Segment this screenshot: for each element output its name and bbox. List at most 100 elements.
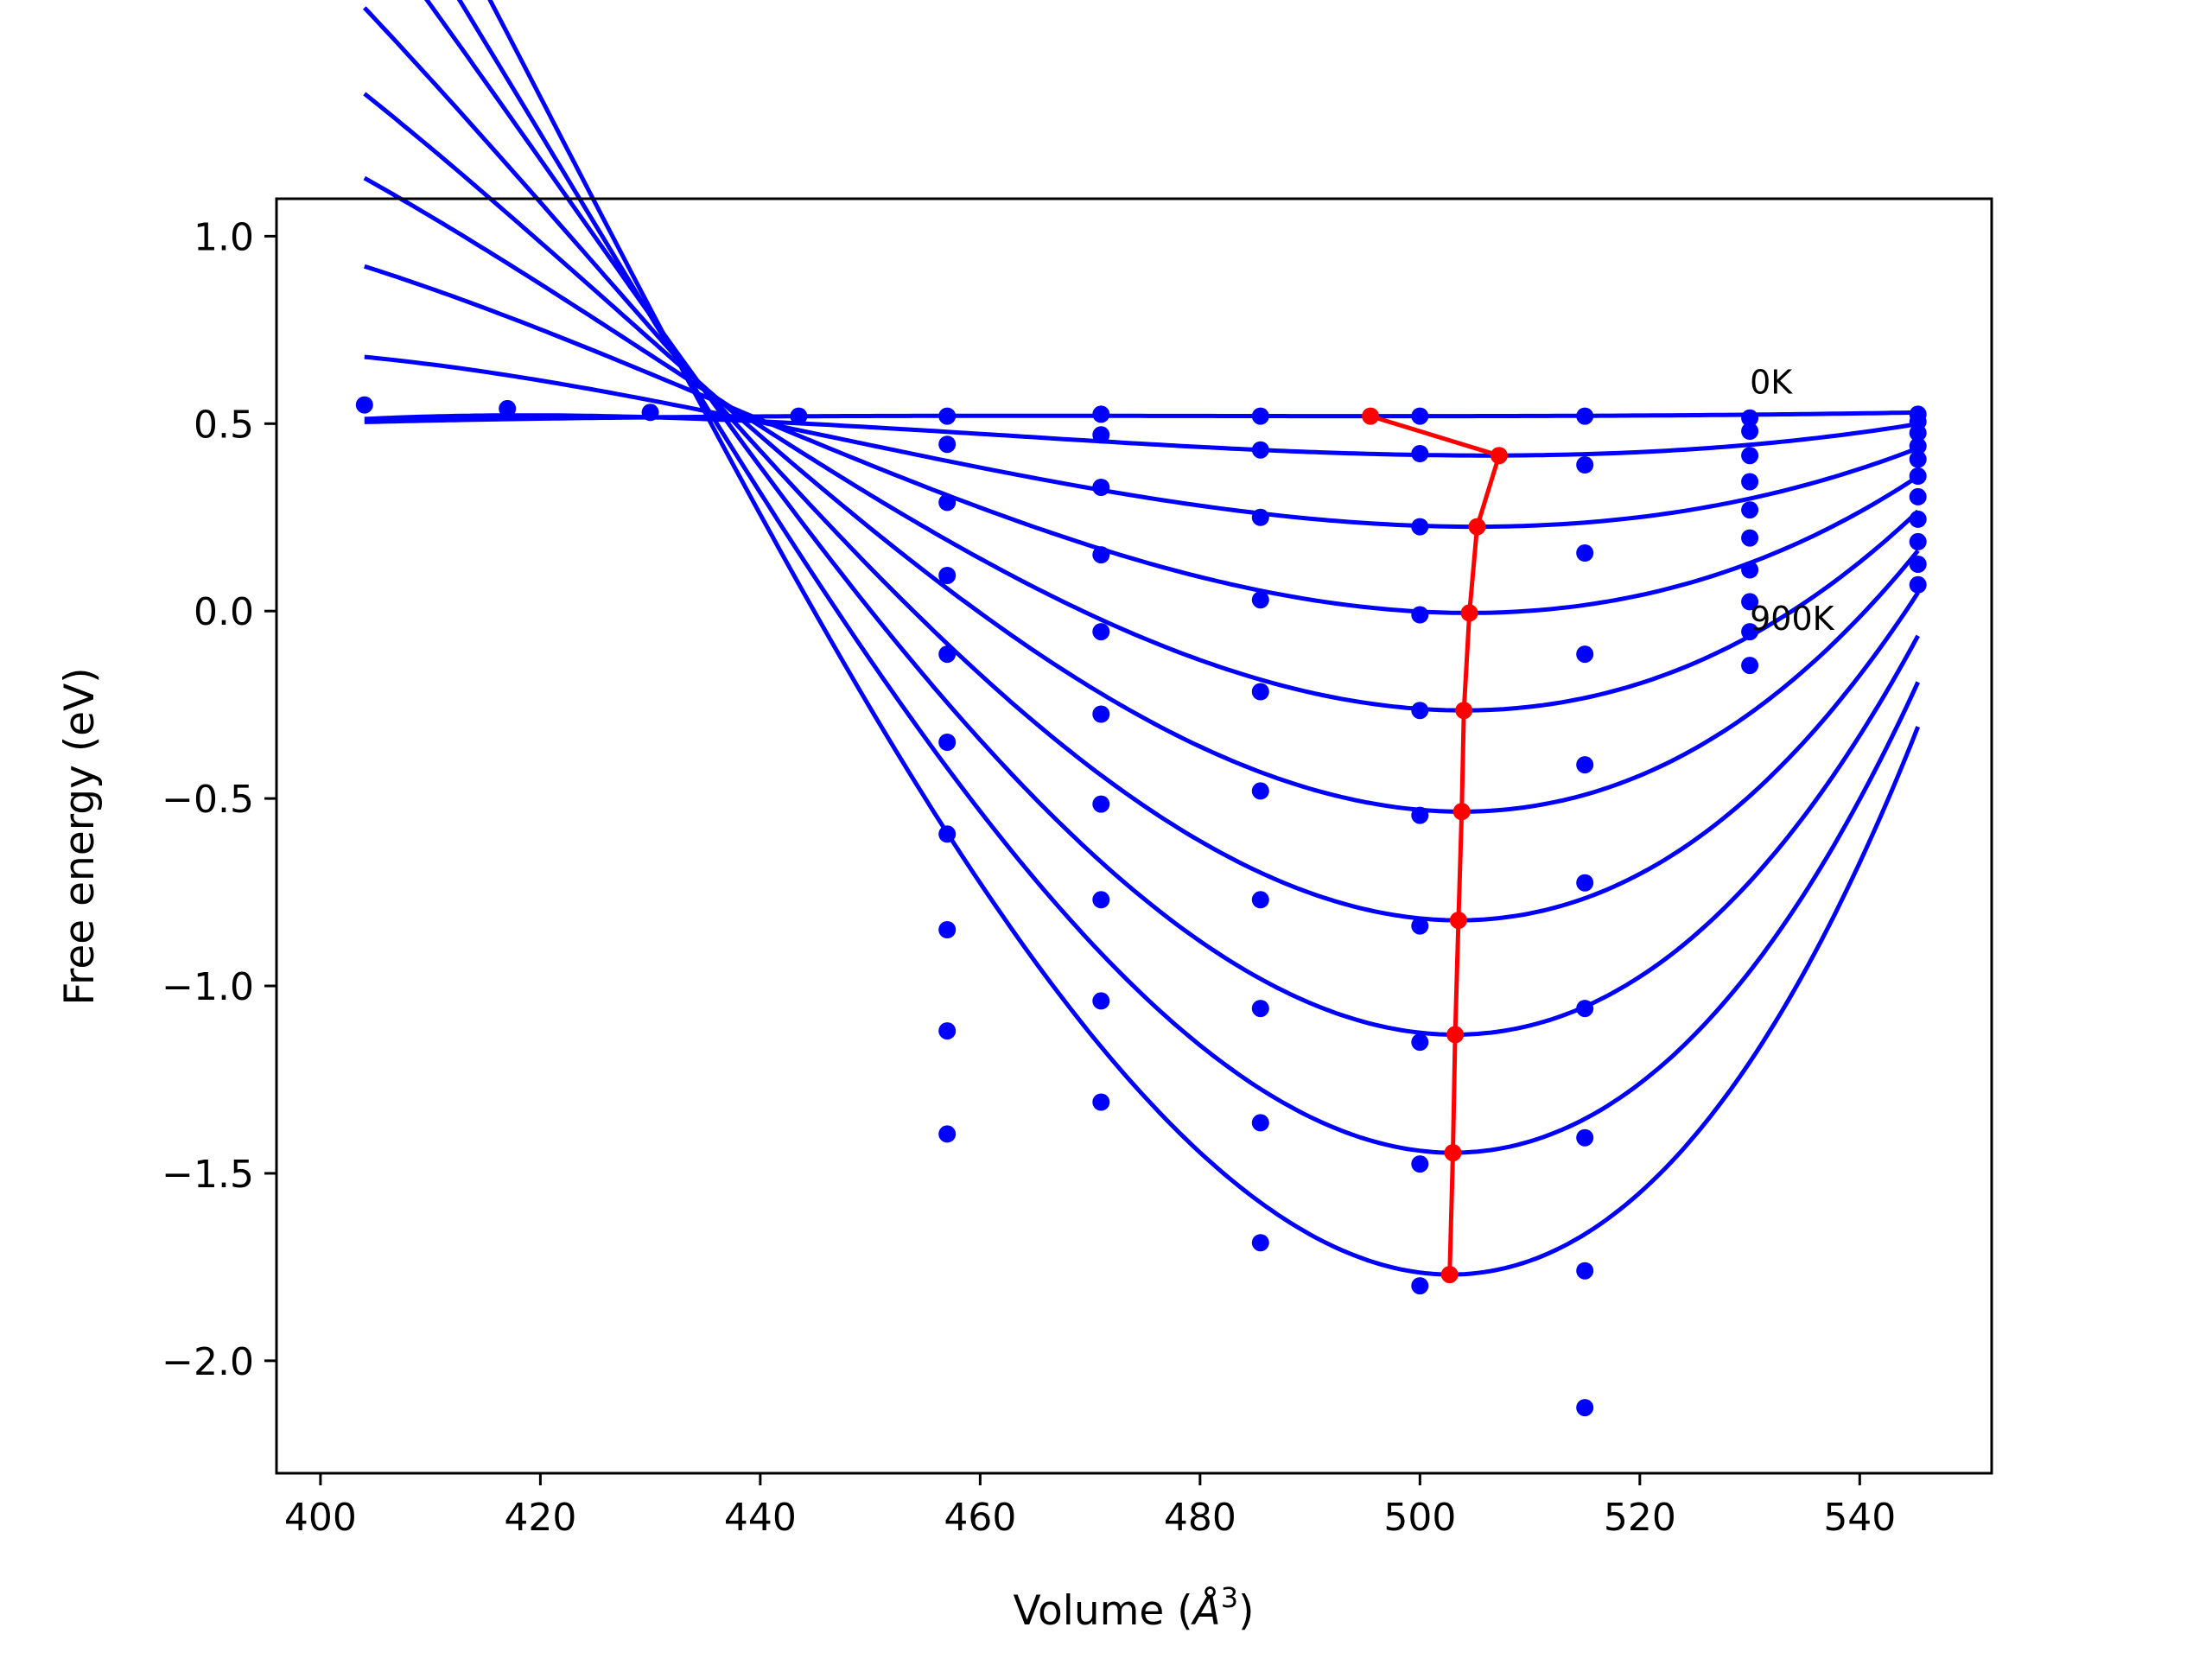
data-point-4-4 <box>1576 756 1594 774</box>
y-tick-label-6: −2.0 <box>162 1340 254 1384</box>
data-point-5-6 <box>1909 467 1927 485</box>
data-point-5-4 <box>1576 874 1594 892</box>
data-point-4-5 <box>1741 501 1759 519</box>
minimum-point-1 <box>1490 447 1508 465</box>
data-point-8-5 <box>1741 623 1759 641</box>
data-point-2-1 <box>1092 479 1110 496</box>
data-point-7-2 <box>1251 1000 1269 1018</box>
data-point-4-3 <box>1411 702 1429 720</box>
data-point-9-3 <box>1411 1277 1429 1295</box>
y-tick-label-3: −0.5 <box>162 778 254 822</box>
data-point-1-2 <box>1251 441 1269 459</box>
data-point-1-5 <box>1741 423 1759 440</box>
data-point-6-5 <box>1741 561 1759 579</box>
data-point-9-6 <box>1909 556 1927 573</box>
data-point-0-0 <box>355 396 373 414</box>
minimum-point-7 <box>1446 1026 1465 1044</box>
data-point-0-8 <box>1576 407 1594 425</box>
data-point-5-2 <box>1251 782 1269 800</box>
data-point-9-5 <box>1741 657 1759 675</box>
data-point-2-0 <box>938 493 957 512</box>
data-point-1-0 <box>938 435 957 454</box>
data-point-5-3 <box>1411 806 1429 824</box>
data-point-6-4 <box>1576 1000 1594 1018</box>
data-point-2-4 <box>1576 544 1594 562</box>
x-axis-label-unit: Å <box>1191 1587 1221 1635</box>
data-point-3-2 <box>1251 591 1269 609</box>
fit-curve-6 <box>362 6 1920 923</box>
data-point-6-1 <box>1092 795 1110 813</box>
data-point-6-3 <box>1411 917 1429 935</box>
fit-curve-8 <box>456 0 1920 1155</box>
data-point-2-6 <box>1909 424 1927 442</box>
x-axis-label-base: Volume ( <box>1014 1587 1193 1635</box>
y-tick-label-1: 0.5 <box>194 403 254 447</box>
data-point-4-6 <box>1909 450 1927 468</box>
data-point-3-5 <box>1741 473 1759 491</box>
y-axis-label: Free energy (eV) <box>56 667 104 1005</box>
data-point-3-4 <box>1576 645 1594 664</box>
fit-curve-4 <box>363 175 1920 713</box>
x-tick-label-4: 480 <box>1164 1496 1236 1540</box>
data-point-0-1 <box>499 399 517 417</box>
minimum-point-9 <box>1440 1266 1459 1284</box>
data-point-0-9 <box>1741 409 1759 427</box>
minimum-point-4 <box>1455 702 1473 720</box>
minimum-point-3 <box>1460 604 1478 622</box>
minimum-point-6 <box>1449 912 1467 930</box>
data-point-8-6 <box>1909 532 1927 550</box>
fit-curve-2 <box>364 354 1919 530</box>
data-point-2-5 <box>1741 447 1759 465</box>
data-point-0-7 <box>1411 407 1429 425</box>
x-tick-label-3: 460 <box>944 1496 1016 1540</box>
data-point-4-0 <box>938 645 957 664</box>
minimum-point-5 <box>1452 803 1471 821</box>
data-point-7-0 <box>938 921 957 938</box>
data-point-8-3 <box>1411 1155 1429 1173</box>
data-point-6-6 <box>1909 487 1927 505</box>
data-point-9-2 <box>1251 1234 1269 1252</box>
y-tick-label-4: −1.0 <box>162 965 254 1009</box>
fit-curve-3 <box>364 264 1920 615</box>
data-point-7-6 <box>1909 510 1927 528</box>
data-point-8-4 <box>1576 1262 1594 1280</box>
fit-curve-1 <box>364 413 1919 458</box>
x-axis-label: Volume (Å3) <box>1014 1581 1255 1635</box>
data-point-1-4 <box>1576 456 1594 474</box>
data-point-5-1 <box>1092 705 1110 723</box>
data-point-9-0 <box>938 1125 957 1143</box>
annotations: 0K 900K <box>1750 364 1835 638</box>
data-point-2-3 <box>1411 518 1429 536</box>
data-point-0-2 <box>641 404 659 422</box>
fit-curves <box>362 0 1921 1277</box>
data-point-7-5 <box>1741 593 1759 611</box>
data-point-7-4 <box>1576 1128 1594 1147</box>
y-tick-label-5: −1.5 <box>162 1153 254 1197</box>
data-point-0-6 <box>1251 407 1269 425</box>
x-tick-label-5: 500 <box>1383 1496 1456 1540</box>
data-point-1-3 <box>1411 445 1429 462</box>
data-point-9-4 <box>1576 1399 1594 1417</box>
data-point-2-2 <box>1251 508 1269 526</box>
fit-curve-9 <box>487 0 1921 1277</box>
data-point-5-0 <box>938 734 957 751</box>
fit-curve-5 <box>363 92 1920 814</box>
y-axis-ticks: 1.0 0.5 0.0 −0.5 −1.0 −1.5 −2.0 <box>162 215 276 1384</box>
data-point-7-1 <box>1092 891 1110 909</box>
data-point-4-1 <box>1092 623 1110 641</box>
y-tick-label-2: 0.0 <box>194 590 254 634</box>
x-tick-label-2: 440 <box>724 1496 797 1540</box>
x-tick-label-6: 520 <box>1604 1496 1676 1540</box>
annotation-0: 0K <box>1750 364 1793 402</box>
data-point-3-3 <box>1411 606 1429 624</box>
data-point-1-1 <box>1092 426 1110 444</box>
data-point-extra-0 <box>1909 575 1927 594</box>
data-point-8-0 <box>938 1022 957 1040</box>
data-point-3-6 <box>1909 437 1927 455</box>
data-point-3-0 <box>938 567 957 584</box>
data-point-9-1 <box>1092 1093 1110 1111</box>
data-point-8-1 <box>1092 992 1110 1010</box>
x-tick-label-1: 420 <box>504 1496 576 1540</box>
data-points <box>355 396 1927 1417</box>
